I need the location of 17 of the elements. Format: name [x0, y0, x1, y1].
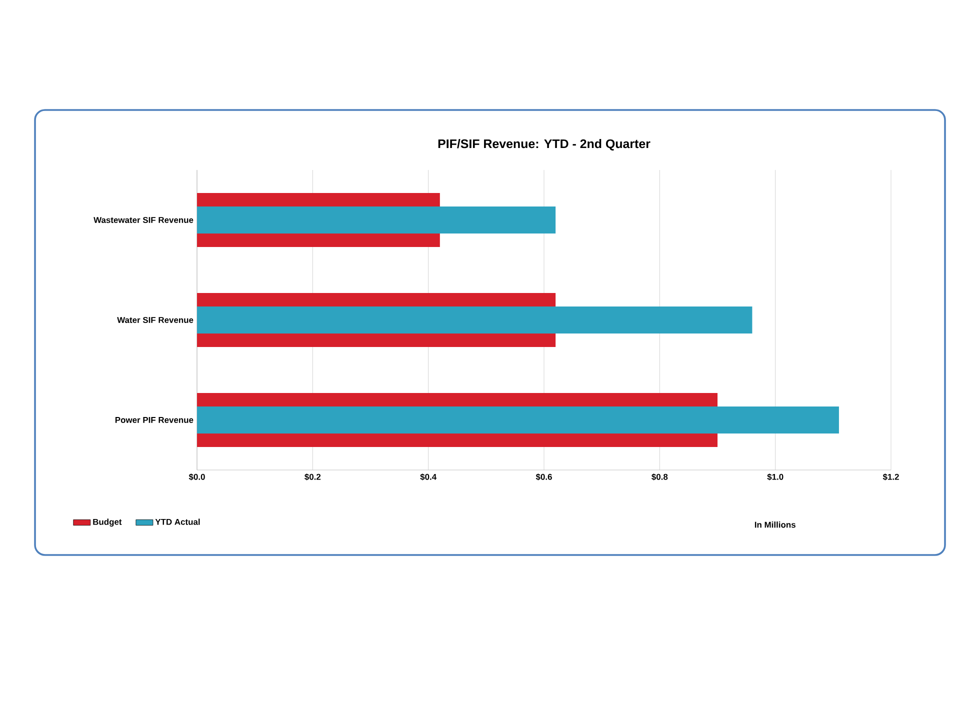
legend-label: Budget — [93, 518, 122, 527]
x-tick-label: $1.2 — [882, 474, 899, 480]
chart-title: PIF/SIF Revenue: YTD - 2nd Quarter — [438, 139, 650, 150]
y-tick-label: Water SIF Revenue — [117, 316, 194, 323]
legend-label: YTD Actual — [155, 518, 200, 525]
x-tick-label: $0.4 — [420, 474, 437, 480]
x-tick-label: $0.0 — [188, 474, 205, 480]
bar — [197, 206, 556, 234]
bar — [197, 306, 752, 334]
x-tick-label: $1.0 — [767, 474, 784, 480]
x-axis-title: In Millions — [754, 522, 796, 528]
y-tick-label: Wastewater SIF Revenue — [94, 216, 194, 223]
y-tick-label: Power PIF Revenue — [115, 417, 194, 423]
x-tick-label: $0.2 — [304, 474, 321, 480]
x-tick-label: $0.6 — [536, 474, 552, 480]
x-tick-label: $0.8 — [652, 474, 668, 480]
bar — [197, 406, 839, 434]
